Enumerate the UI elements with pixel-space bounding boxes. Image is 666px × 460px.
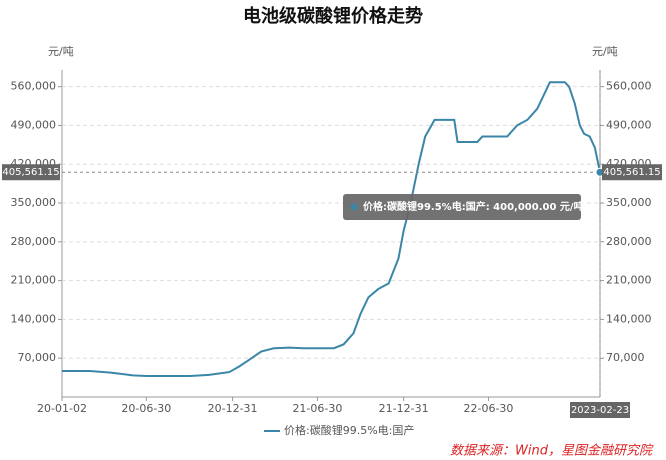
y-unit: 元/吨 [48,45,74,58]
y2-unit: 元/吨 [592,45,618,58]
y-tick-label: 350,000 [11,196,57,209]
source: 数据来源：Wind，星图金融研究院 [450,443,654,459]
y2-tick-label: 490,000 [606,118,652,131]
tooltip-marker [350,203,358,211]
y-tick-label: 280,000 [11,235,57,248]
tooltip-text: 价格:碳酸锂99.5%电:国产: 400,000.00 元/吨 [363,200,584,213]
x-pointer-bg [570,402,630,418]
x-tick-label: 21-12-31 [379,402,429,415]
y2-tick-label: 560,000 [606,80,652,93]
y2-tick-label: 350,000 [606,196,652,209]
x-tick-label: 22-06-30 [463,402,513,415]
y2-tick-label: 280,000 [606,235,652,248]
x-tick-label: 20-06-30 [121,402,171,415]
y-pointer-bg [2,164,60,181]
tooltip-bg [343,194,581,220]
y-pointer-label: 405,561.15 [2,167,59,178]
y2-tick-label: 210,000 [606,274,652,287]
x-tick-label: 20-01-02 [37,402,87,415]
y2-tick-label: 140,000 [606,312,652,325]
x-tick-label: 21-06-30 [292,402,342,415]
x-pointer-label: 2023-02-23 [571,405,629,416]
line [62,81,601,377]
y-tick-label: 210,000 [11,274,57,287]
y2-pointer-label: 405,561.15 [603,167,660,178]
y-tick-label: 560,000 [11,80,57,93]
y2-pointer-bg [602,164,662,181]
y-tick-label: 490,000 [11,118,57,131]
y-tick-label: 70,000 [18,351,57,364]
x-tick-label: 20-12-31 [208,402,258,415]
legend-label: 价格:碳酸锂99.5%电:国产 [284,423,414,437]
y-tick-label: 140,000 [11,312,57,325]
chart-title: 电池级碳酸锂价格走势 [243,5,423,27]
y2-tick-label: 70,000 [606,351,645,364]
